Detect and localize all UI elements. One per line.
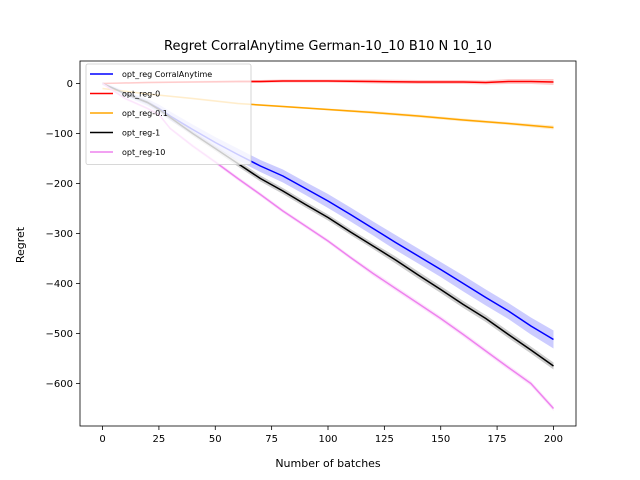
y-tick-label: −400	[46, 279, 73, 290]
x-tick-label: 50	[209, 434, 222, 445]
x-tick-label: 75	[265, 434, 278, 445]
x-tick-label: 100	[318, 434, 337, 445]
x-tick-label: 25	[153, 434, 166, 445]
x-tick-label: 200	[544, 434, 563, 445]
axes: 0 25 50 75 100 125 150 175 200 0 −100 −200 −300 −400 −…	[46, 60, 577, 445]
y-tick-label: −200	[46, 179, 73, 190]
x-tick-label: 150	[431, 434, 450, 445]
legend-label-0: opt_reg CorralAnytime	[122, 70, 212, 79]
y-tick-label: 0	[67, 79, 73, 90]
legend-label-4: opt_reg-10	[122, 148, 165, 157]
y-tick-label: −100	[46, 129, 73, 140]
y-tick-label: −300	[46, 229, 73, 240]
legend-label-3: opt_reg-1	[122, 129, 160, 138]
x-tick-label: 175	[488, 434, 507, 445]
x-tick-label: 125	[375, 434, 394, 445]
y-axis-label: Regret	[14, 226, 27, 263]
x-axis-label: Number of batches	[275, 457, 381, 470]
x-tick-label: 0	[99, 434, 105, 445]
legend: opt_reg CorralAnytime opt_reg-0 opt_reg-0.…	[85, 63, 252, 165]
legend-label-2: opt_reg-0.1	[122, 109, 168, 118]
legend-label-1: opt_reg-0	[122, 90, 160, 99]
y-tick-label: −600	[46, 379, 73, 390]
chart-title: Regret CorralAnytime German-10_10 B10 N …	[164, 39, 492, 54]
legend-box	[85, 63, 252, 165]
y-tick-label: −500	[46, 329, 73, 340]
